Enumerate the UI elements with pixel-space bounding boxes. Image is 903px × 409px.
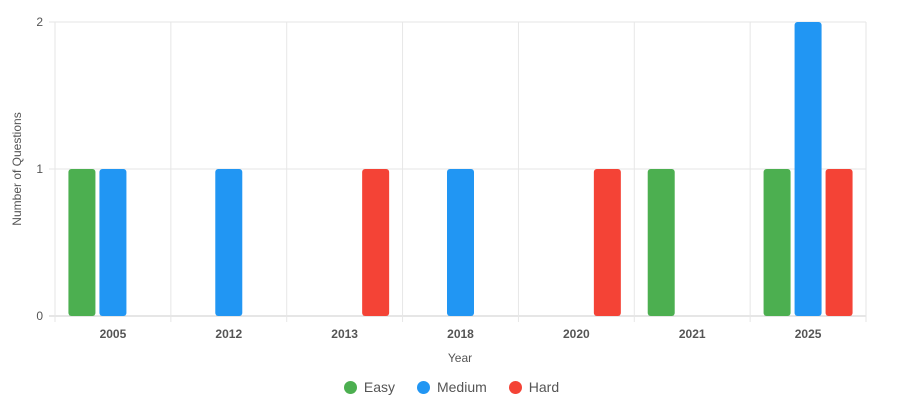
x-tick-label: 2021 bbox=[679, 327, 706, 341]
legend: Easy Medium Hard bbox=[0, 379, 903, 395]
grid-lines bbox=[49, 21, 867, 322]
y-axis-title: Number of Questions bbox=[10, 112, 24, 225]
legend-swatch bbox=[343, 380, 357, 394]
bar-medium-2018[interactable] bbox=[447, 169, 474, 316]
x-tick-label: 2025 bbox=[795, 327, 822, 341]
bar-hard-2020[interactable] bbox=[593, 169, 621, 316]
bar-easy-2025[interactable] bbox=[763, 169, 791, 316]
legend-item-easy[interactable]: Easy bbox=[343, 379, 395, 395]
x-tick-label: 2005 bbox=[100, 327, 127, 341]
legend-label: Hard bbox=[528, 379, 560, 395]
bars bbox=[68, 22, 853, 316]
legend-item-medium[interactable]: Medium bbox=[416, 379, 487, 395]
x-axis-title: Year bbox=[448, 351, 472, 365]
legend-label: Medium bbox=[436, 379, 487, 395]
y-tick-label: 0 bbox=[36, 309, 43, 323]
bar-hard-2013[interactable] bbox=[362, 169, 390, 316]
bar-medium-2025[interactable] bbox=[794, 22, 822, 316]
bar-chart: 0 1 2 2005 2012 2013 2018 2020 2021 2025 Year Num… bbox=[10, 15, 867, 365]
axes: 0 1 2 2005 2012 2013 2018 2020 2021 2025 bbox=[36, 15, 821, 341]
bar-medium-2012[interactable] bbox=[215, 169, 243, 316]
legend-label: Easy bbox=[363, 379, 395, 395]
x-tick-label: 2020 bbox=[563, 327, 590, 341]
bar-easy-2005[interactable] bbox=[68, 169, 96, 316]
x-tick-label: 2018 bbox=[447, 327, 474, 341]
x-tick-label: 2013 bbox=[331, 327, 358, 341]
bar-medium-2005[interactable] bbox=[99, 169, 127, 316]
bar-easy-2021[interactable] bbox=[647, 169, 675, 316]
legend-swatch bbox=[416, 380, 430, 394]
bar-hard-2025[interactable] bbox=[825, 169, 853, 316]
y-tick-label: 2 bbox=[36, 15, 43, 29]
x-tick-label: 2012 bbox=[215, 327, 242, 341]
legend-swatch bbox=[508, 380, 522, 394]
y-tick-label: 1 bbox=[36, 162, 43, 176]
legend-item-hard[interactable]: Hard bbox=[508, 379, 560, 395]
